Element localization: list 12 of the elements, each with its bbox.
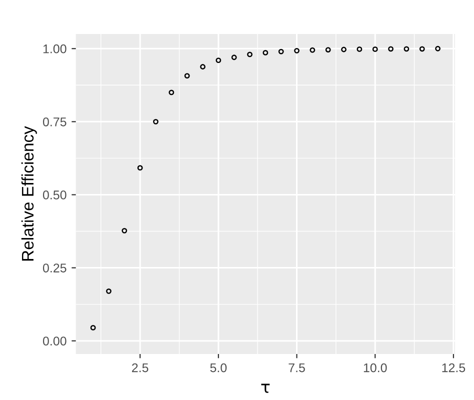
x-tick-label: 2.5: [132, 363, 148, 372]
y-tick-label: 0.25: [42, 264, 66, 272]
x-tick-label: 5.0: [210, 363, 227, 372]
y-tick-label: 0.50: [42, 190, 66, 200]
x-tick-label: 12.5: [442, 363, 466, 372]
x-tick-label: 7.5: [288, 363, 305, 372]
x-axis-title: τ: [261, 384, 270, 393]
y-axis-title: Relative Efficiency: [21, 126, 37, 261]
y-tick-label: 0.00: [42, 336, 66, 346]
y-tick-label: 1.00: [43, 44, 66, 54]
y-tick-label: 0.75: [42, 117, 66, 126]
x-tick-label: 10.0: [364, 363, 387, 372]
